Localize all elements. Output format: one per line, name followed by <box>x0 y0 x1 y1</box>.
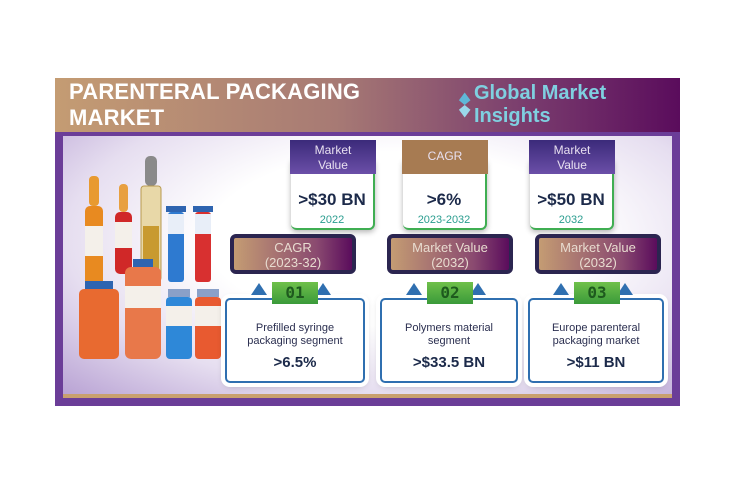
segment-value: >$33.5 BN <box>412 354 486 371</box>
triangle-icon <box>617 283 633 295</box>
segment-label: CAGR <box>274 240 312 255</box>
stat-label: Value <box>318 158 348 172</box>
triangle-icon <box>553 283 569 295</box>
segment-number: 03 <box>574 282 620 304</box>
stat-label: CAGR <box>427 149 463 163</box>
vials-illustration <box>79 156 221 359</box>
stat-label: Market <box>314 143 352 157</box>
logo: Global Market Insights <box>457 82 680 128</box>
logo-text: Global Market Insights <box>473 82 607 127</box>
ampoule-icon <box>115 184 132 274</box>
vial-icon <box>79 281 119 359</box>
segment-desc: segment <box>427 335 471 347</box>
stat-label: Market <box>553 143 591 157</box>
stat-period: 2022 <box>319 214 345 226</box>
segment-number: 01 <box>272 282 318 304</box>
vial-icon <box>193 206 213 282</box>
segment-desc: Europe parenteral <box>551 322 641 334</box>
segment-label: Market Value <box>412 240 488 255</box>
segment-label: (2023-32) <box>264 255 322 270</box>
stat-period: 2023-2032 <box>417 214 471 226</box>
segment-number: 02 <box>427 282 473 304</box>
segment-desc: packaging market <box>552 335 640 347</box>
vial-icon <box>166 206 186 282</box>
segment-value: >6.5% <box>273 354 317 371</box>
stat-label: Value <box>557 158 587 172</box>
infographic: PARENTERAL PACKAGING MARKET Global Marke… <box>55 78 680 406</box>
ampoule-icon <box>85 176 103 286</box>
stat-value: >6% <box>426 190 462 209</box>
vial-icon <box>195 289 221 359</box>
diamond-logo-icon <box>458 92 471 118</box>
triangle-icon <box>406 283 422 295</box>
segment-desc: Polymers material <box>404 322 494 334</box>
segment-value: >$11 BN <box>566 354 626 371</box>
segment-label: (2032) <box>579 255 617 270</box>
vial-icon <box>125 259 161 359</box>
triangle-icon <box>251 283 267 295</box>
stat-value: >$30 BN <box>298 190 366 209</box>
segment-label: (2032) <box>431 255 469 270</box>
content-area: >$30 BN 2022 Market Value >6% 2023-2032 … <box>63 136 672 398</box>
segment-desc: Prefilled syringe <box>255 322 335 334</box>
vial-icon <box>166 289 192 359</box>
segment-label: Market Value <box>560 240 636 255</box>
segment-desc: packaging segment <box>247 335 343 347</box>
triangle-icon <box>315 283 331 295</box>
header: PARENTERAL PACKAGING MARKET Global Marke… <box>55 78 680 132</box>
stat-value: >$50 BN <box>537 190 605 209</box>
stat-period: 2032 <box>558 214 584 226</box>
triangle-icon <box>470 283 486 295</box>
page-title: PARENTERAL PACKAGING MARKET <box>69 79 361 130</box>
